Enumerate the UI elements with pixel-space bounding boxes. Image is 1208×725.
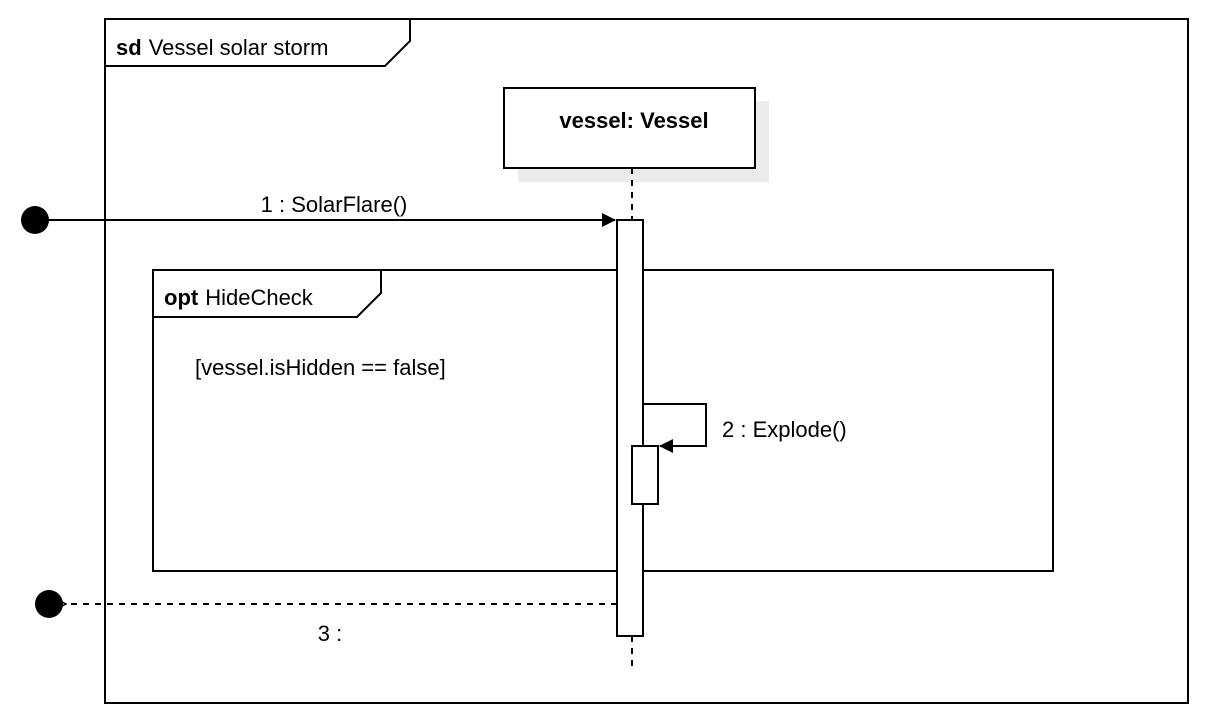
message-3[interactable]: 3 : (35, 590, 617, 646)
message-2-arrow (643, 403, 707, 453)
lifeline-label: vessel: Vessel (559, 108, 708, 133)
message-1[interactable]: 1 : SolarFlare() (21, 192, 616, 234)
opt-fragment-title: opt HideCheck (164, 285, 314, 310)
opt-guard: [vessel.isHidden == false] (195, 355, 446, 380)
lifeline-head[interactable] (503, 87, 756, 169)
message-2-label: 2 : Explode() (722, 417, 847, 442)
activation-bar-nested[interactable] (631, 445, 659, 505)
activation-bar-main[interactable] (616, 219, 644, 637)
lost-message-dot (35, 590, 63, 618)
sd-frame-title: sd Vessel solar storm (116, 35, 328, 60)
message-2[interactable]: 2 : Explode() (643, 403, 847, 453)
lifeline-vessel[interactable]: vessel: Vessel (503, 87, 769, 182)
message-3-label: 3 : (318, 621, 342, 646)
opt-fragment: opt HideCheck [vessel.isHidden == false] (152, 269, 1054, 572)
message-1-label: 1 : SolarFlare() (261, 192, 408, 217)
